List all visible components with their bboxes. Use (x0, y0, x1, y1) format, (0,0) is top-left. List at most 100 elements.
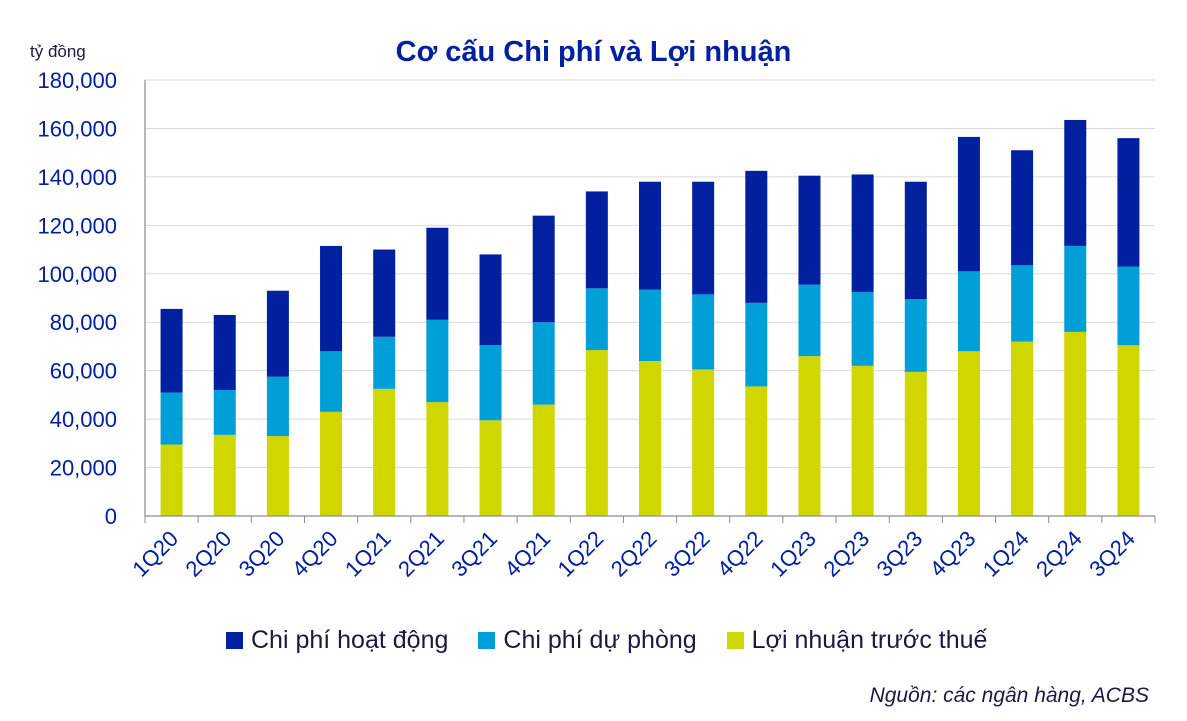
y-tick-label: 60,000 (50, 359, 117, 384)
x-tick-label: 4Q20 (287, 526, 343, 582)
legend-swatch-pretax-profit (726, 632, 744, 649)
chart-title: Cơ cấu Chi phí và Lợi nhuận (395, 36, 792, 68)
bar-segment-operating-cost (479, 254, 502, 346)
legend-label-provision-cost: Chi phí dự phòng (503, 626, 697, 654)
x-tick-label: 2Q20 (181, 526, 237, 582)
legend-label-pretax-profit: Lợi nhuận trước thuế (751, 626, 988, 654)
bar-segment-operating-cost (957, 136, 980, 272)
x-tick-label: 1Q21 (340, 526, 396, 582)
bar-segment-pretax-profit (426, 402, 449, 516)
bar-segment-provision-cost (213, 390, 236, 435)
bar-segment-pretax-profit (266, 436, 289, 516)
bar-segment-provision-cost (798, 284, 821, 357)
bar-segment-pretax-profit (904, 371, 927, 516)
x-tick-label: 4Q23 (925, 526, 981, 582)
y-tick-label: 40,000 (50, 407, 117, 432)
bar-segment-pretax-profit (851, 365, 874, 516)
bar-segment-operating-cost (213, 314, 236, 391)
bar-segment-operating-cost (1011, 150, 1034, 266)
bar-segment-provision-cost (957, 271, 980, 352)
bar-segment-operating-cost (745, 170, 768, 303)
bar-segment-pretax-profit (957, 351, 980, 516)
x-tick-label: 3Q24 (1084, 526, 1140, 582)
bar-segment-operating-cost (692, 181, 715, 295)
x-tick-label: 4Q22 (712, 526, 768, 582)
bar-segment-operating-cost (266, 290, 289, 377)
bar-segment-provision-cost (639, 289, 661, 361)
y-tick-label: 100,000 (37, 262, 117, 287)
bar-segment-provision-cost (479, 345, 502, 421)
bar-segment-pretax-profit (213, 434, 236, 516)
bar-segment-pretax-profit (1011, 341, 1034, 516)
x-tick-label: 2Q24 (1031, 526, 1087, 582)
bar-segment-operating-cost (851, 174, 874, 292)
y-tick-label: 140,000 (37, 165, 117, 190)
x-tick-label: 3Q21 (446, 526, 502, 582)
x-tick-label: 3Q20 (234, 526, 290, 582)
bar-segment-provision-cost (266, 376, 289, 437)
bar-segment-provision-cost (160, 392, 183, 445)
x-tick-label: 1Q20 (127, 526, 183, 582)
bar-segment-pretax-profit (639, 360, 661, 516)
bar-segment-pretax-profit (1117, 345, 1140, 516)
y-tick-label: 180,000 (37, 68, 117, 93)
bar-segment-operating-cost (798, 175, 821, 285)
x-tick-label: 4Q21 (499, 526, 555, 582)
y-axis-unit-label: tỷ đồng (30, 42, 86, 61)
y-tick-label: 80,000 (50, 310, 117, 335)
bar-segment-pretax-profit (320, 411, 343, 516)
bar-segment-provision-cost (851, 291, 874, 366)
bar-segment-pretax-profit (532, 404, 555, 516)
legend-item-operating-cost: Chi phí hoạt động (226, 626, 448, 655)
bar-segment-pretax-profit (745, 386, 768, 516)
bar-segment-provision-cost (1117, 266, 1140, 346)
bar-segment-pretax-profit (1064, 331, 1087, 516)
y-tick-label: 120,000 (37, 213, 117, 238)
bar-segment-pretax-profit (585, 350, 608, 516)
bar-segment-operating-cost (585, 191, 608, 289)
legend-swatch-operating-cost (226, 632, 243, 649)
x-tick-label: 1Q23 (765, 526, 821, 582)
bar-segment-pretax-profit (692, 369, 715, 516)
bar-segment-provision-cost (373, 336, 396, 389)
x-tick-label: 2Q22 (606, 526, 662, 582)
bar-segment-operating-cost (1064, 119, 1087, 246)
x-tick-label: 3Q23 (872, 526, 928, 582)
x-tick-label: 1Q24 (978, 526, 1034, 582)
bar-segment-operating-cost (160, 308, 183, 393)
bar-segment-operating-cost (904, 181, 927, 300)
x-tick-label: 2Q21 (393, 526, 449, 582)
x-tick-label: 3Q22 (659, 526, 715, 582)
y-tick-label: 20,000 (50, 456, 117, 481)
bar-segment-pretax-profit (798, 356, 821, 516)
bar-segment-provision-cost (745, 302, 768, 387)
bar-segment-provision-cost (692, 294, 715, 370)
bar-segment-provision-cost (904, 299, 927, 372)
bar-segment-provision-cost (320, 351, 343, 412)
bars (160, 119, 1140, 516)
legend-label-operating-cost: Chi phí hoạt động (251, 626, 449, 654)
bar-segment-pretax-profit (479, 420, 502, 516)
bar-segment-pretax-profit (373, 388, 396, 516)
y-tick-label: 160,000 (37, 116, 117, 141)
bar-segment-pretax-profit (160, 444, 183, 516)
bar-segment-operating-cost (426, 227, 449, 320)
bar-segment-provision-cost (585, 288, 608, 351)
source-note: Nguồn: các ngân hàng, ACBS (869, 684, 1149, 707)
y-tick-label: 0 (105, 504, 117, 529)
x-tick-label: 2Q23 (818, 526, 874, 582)
bar-segment-operating-cost (532, 215, 555, 323)
bar-segment-operating-cost (373, 249, 396, 337)
bar-segment-provision-cost (532, 322, 555, 405)
x-tick-label: 1Q22 (553, 526, 609, 582)
bar-segment-provision-cost (426, 319, 449, 403)
legend-item-pretax-profit: Lợi nhuận trước thuế (726, 626, 988, 655)
legend-swatch-provision-cost (478, 632, 496, 649)
bar-segment-operating-cost (639, 181, 661, 290)
legend: Chi phí hoạt động Chi phí dự phòng Lợi n… (226, 626, 1017, 655)
bar-segment-provision-cost (1064, 245, 1087, 332)
legend-item-provision-cost: Chi phí dự phòng (478, 626, 697, 655)
bar-segment-provision-cost (1011, 265, 1034, 342)
bar-segment-operating-cost (320, 245, 343, 352)
